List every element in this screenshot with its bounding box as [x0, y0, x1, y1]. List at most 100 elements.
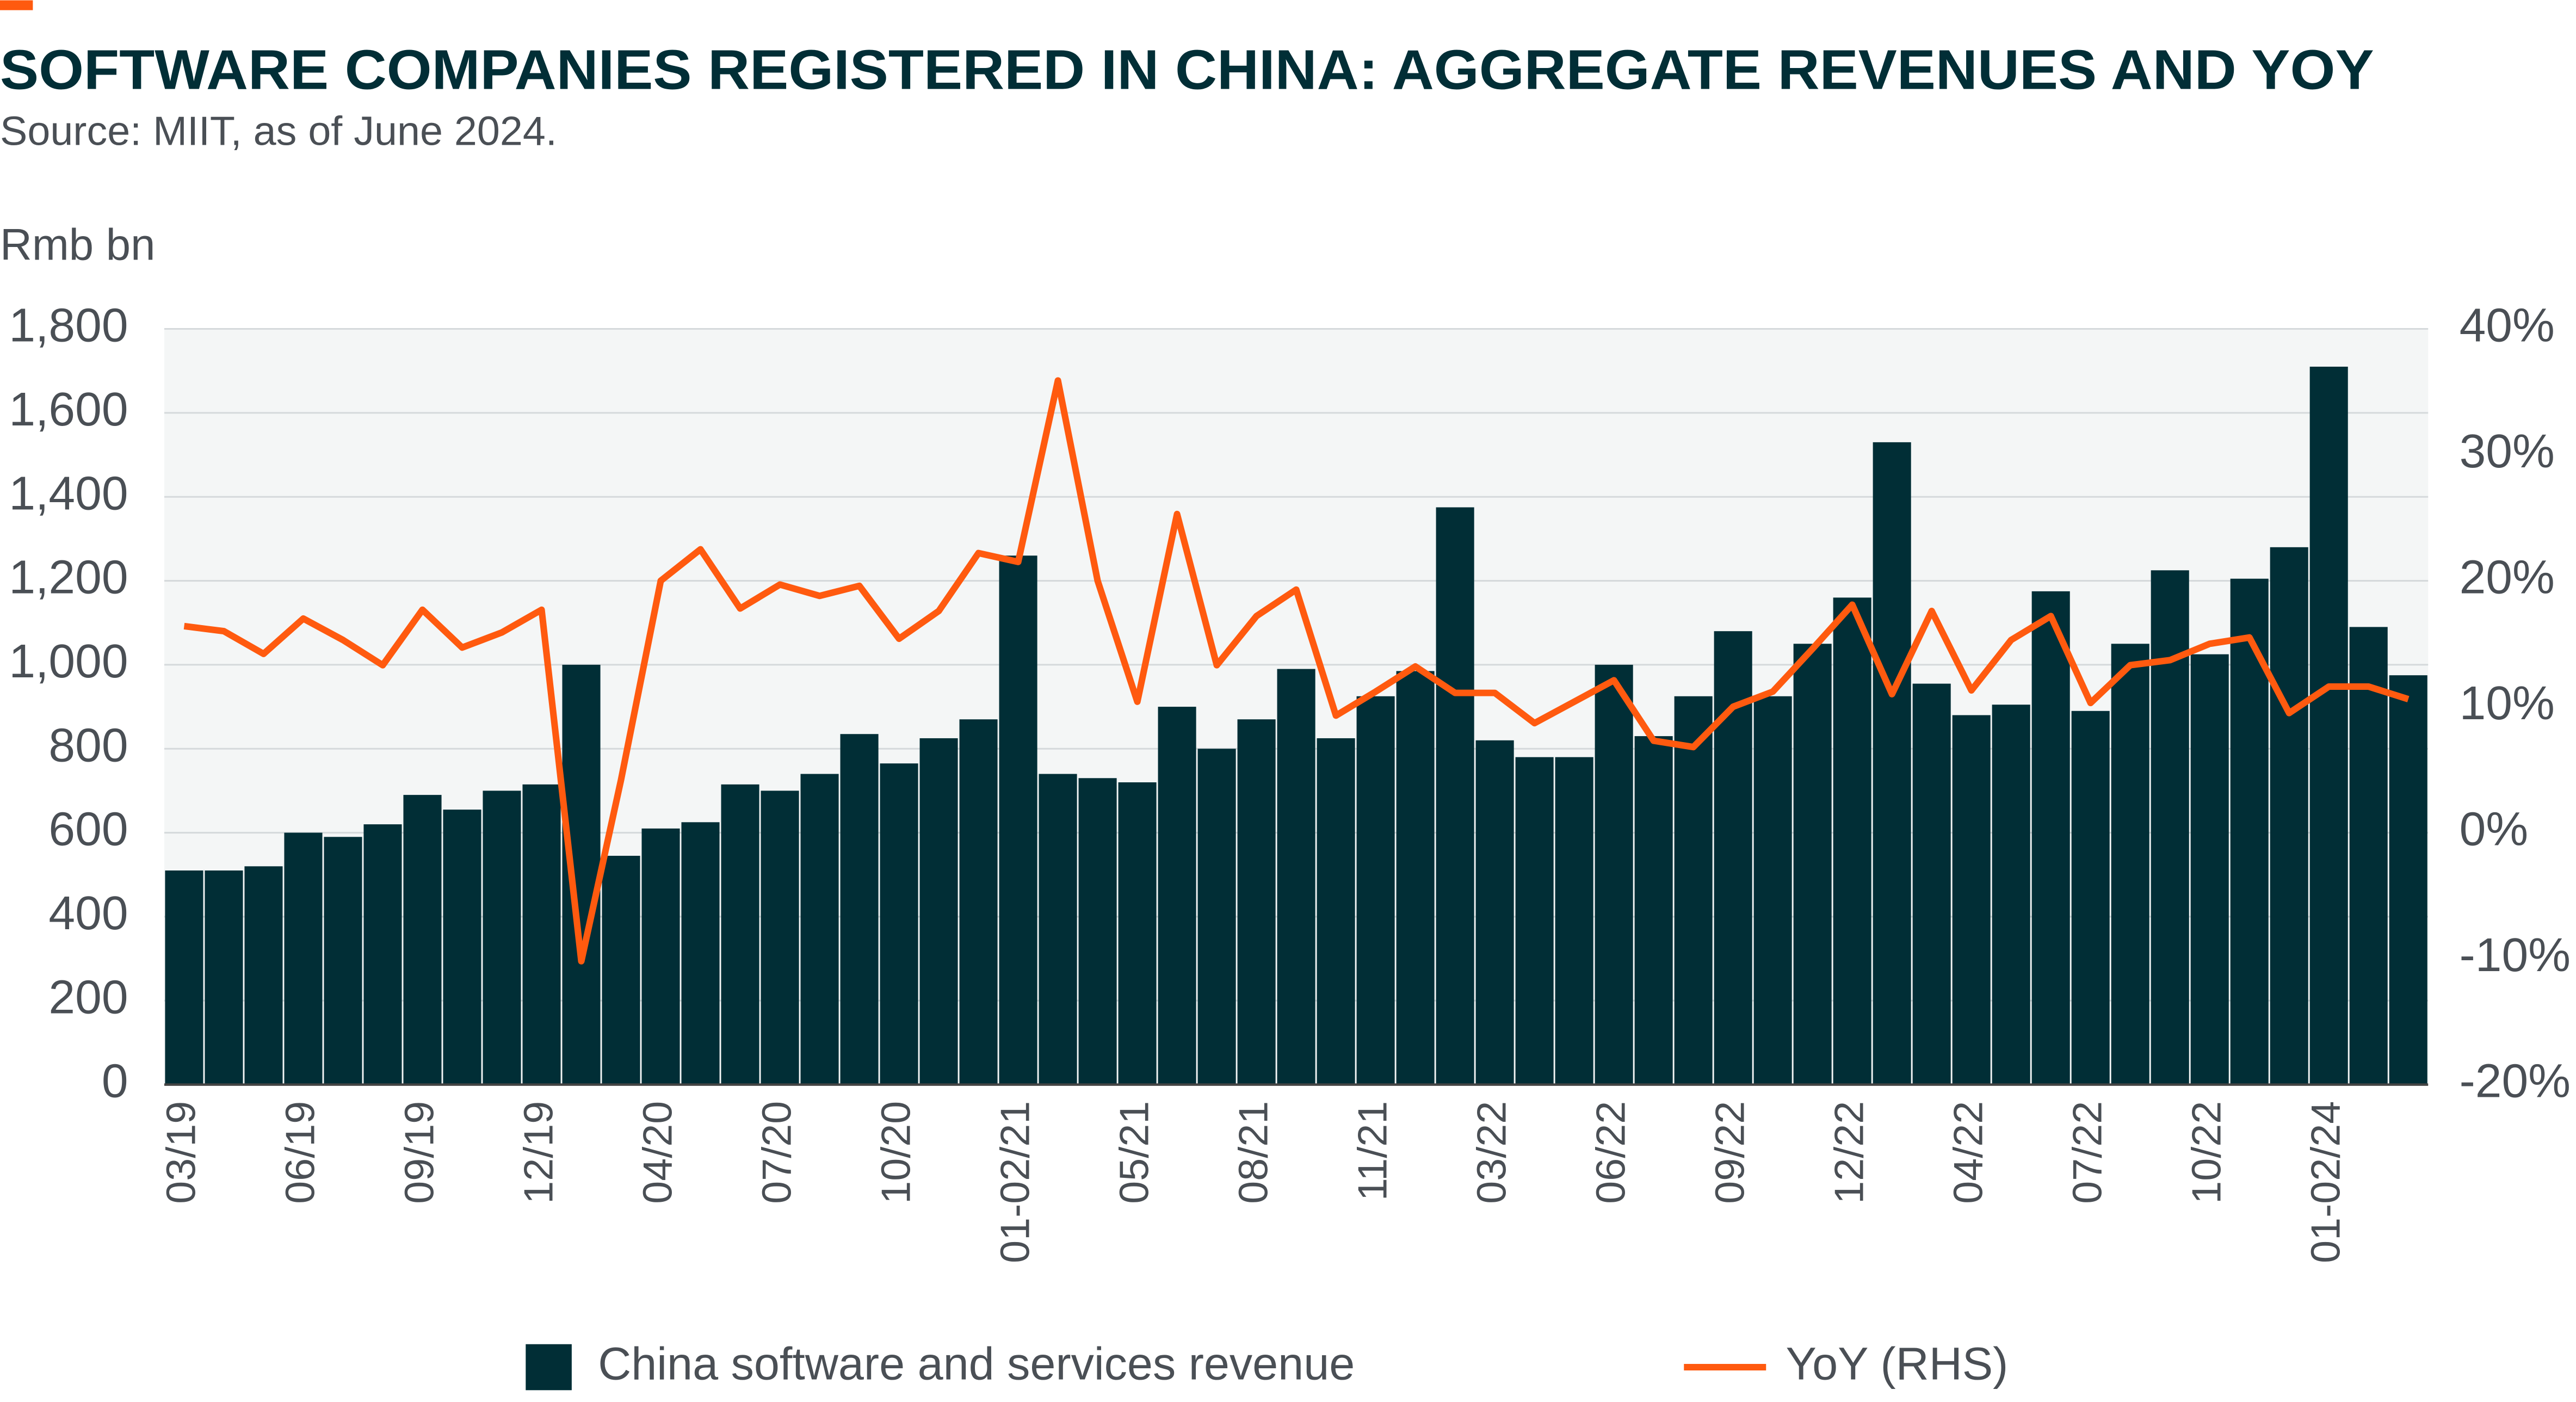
- bar: [1595, 664, 1633, 1085]
- x-tick-label: 07/22: [2065, 1101, 2110, 1204]
- bar: [721, 784, 759, 1085]
- y-axis-label: Rmb bn: [0, 220, 155, 270]
- bar: [2389, 675, 2427, 1085]
- y2-tick-label: 30%: [2460, 424, 2555, 478]
- bar: [443, 810, 481, 1085]
- y-tick-label: 800: [48, 718, 128, 771]
- bar: [1237, 719, 1276, 1085]
- y-tick-label: 1,400: [9, 466, 128, 520]
- bar: [1317, 738, 1355, 1085]
- x-tick-label: 10/22: [2184, 1101, 2229, 1204]
- legend-swatch: [526, 1344, 572, 1391]
- chart-title: SOFTWARE COMPANIES REGISTERED IN CHINA: …: [0, 39, 2374, 101]
- bar: [999, 555, 1037, 1085]
- bar: [641, 828, 680, 1085]
- x-tick-label: 09/22: [1707, 1101, 1753, 1204]
- bar: [244, 866, 283, 1085]
- bar: [2151, 570, 2189, 1085]
- bar: [1912, 683, 1951, 1085]
- y-tick-label: 400: [48, 886, 128, 940]
- bar: [324, 837, 362, 1085]
- bar: [1634, 736, 1673, 1085]
- bar: [1555, 757, 1593, 1085]
- bar: [562, 664, 601, 1085]
- bar: [165, 870, 203, 1085]
- y-tick-label: 0: [102, 1054, 128, 1108]
- x-tick-label: 07/20: [753, 1101, 799, 1204]
- bar: [1515, 757, 1554, 1085]
- x-tick-label: 11/21: [1350, 1101, 1395, 1201]
- bar: [1039, 774, 1077, 1085]
- x-tick-label: 09/19: [396, 1101, 442, 1204]
- bar: [2031, 591, 2070, 1085]
- y2-tick-label: 10%: [2460, 676, 2555, 730]
- y2-tick-label: -10%: [2460, 928, 2571, 981]
- bar: [1475, 740, 1514, 1085]
- x-tick-label: 08/21: [1231, 1101, 1276, 1204]
- x-tick-label: 01-02/24: [2303, 1101, 2349, 1263]
- bar: [1952, 715, 1991, 1085]
- bar: [483, 790, 521, 1085]
- bar: [2111, 644, 2149, 1085]
- bar: [1793, 644, 1832, 1085]
- y2-tick-label: 20%: [2460, 551, 2555, 604]
- x-tick-label: 12/22: [1826, 1101, 1872, 1204]
- x-tick-label: 04/20: [634, 1101, 680, 1204]
- bar: [2230, 578, 2269, 1085]
- bar: [2309, 366, 2348, 1085]
- bar: [761, 790, 799, 1085]
- y-tick-label: 200: [48, 970, 128, 1023]
- bar: [919, 738, 958, 1085]
- bar: [1674, 696, 1713, 1085]
- bar: [2270, 547, 2308, 1085]
- bar: [1277, 669, 1315, 1085]
- x-tick-label: 04/22: [1945, 1101, 1991, 1204]
- legend-label: YoY (RHS): [1786, 1337, 2008, 1389]
- bar: [1197, 749, 1236, 1085]
- y2-tick-label: -20%: [2460, 1054, 2571, 1108]
- y-tick-label: 1,000: [9, 634, 128, 688]
- bar: [880, 763, 918, 1085]
- bar: [840, 734, 879, 1085]
- yoy-line: [183, 377, 2410, 965]
- bar: [1992, 705, 2030, 1085]
- y2-tick-label: 40%: [2460, 299, 2555, 352]
- x-tick-label: 01-02/21: [992, 1101, 1038, 1263]
- bar: [2190, 654, 2229, 1085]
- bar: [1396, 671, 1435, 1085]
- legend-label: China software and services revenue: [598, 1337, 1355, 1389]
- bar: [1078, 778, 1117, 1085]
- x-tick-label: 06/19: [277, 1101, 323, 1204]
- x-tick-label: 03/19: [158, 1101, 203, 1204]
- bar: [1158, 707, 1196, 1085]
- bar: [602, 856, 640, 1085]
- y-tick-label: 1,800: [9, 299, 128, 352]
- bar: [681, 822, 720, 1085]
- chart-subtitle: Source: MIIT, as of June 2024.: [0, 108, 557, 153]
- bar: [1118, 782, 1157, 1085]
- bar: [800, 774, 839, 1085]
- x-tick-label: 12/19: [515, 1101, 561, 1204]
- y-tick-label: 1,600: [9, 382, 128, 436]
- bar: [1753, 696, 1792, 1085]
- x-tick-label: 05/21: [1111, 1101, 1157, 1204]
- y2-tick-label: 0%: [2460, 802, 2529, 856]
- bar: [1873, 442, 1911, 1085]
- x-tick-label: 03/22: [1469, 1101, 1515, 1204]
- bar: [284, 832, 323, 1085]
- bar: [2349, 627, 2388, 1085]
- bar: [959, 719, 998, 1085]
- bar: [2071, 711, 2110, 1085]
- bar: [363, 824, 402, 1085]
- y-tick-label: 1,200: [9, 551, 128, 604]
- y-tick-label: 600: [48, 802, 128, 856]
- accent-mark: [0, 0, 33, 10]
- x-tick-label: 10/20: [873, 1101, 919, 1204]
- bar: [1356, 696, 1395, 1085]
- x-tick-label: 06/22: [1588, 1101, 1634, 1204]
- bar: [1436, 507, 1474, 1085]
- bar: [522, 784, 561, 1085]
- bar: [403, 795, 442, 1085]
- bar: [1833, 597, 1871, 1085]
